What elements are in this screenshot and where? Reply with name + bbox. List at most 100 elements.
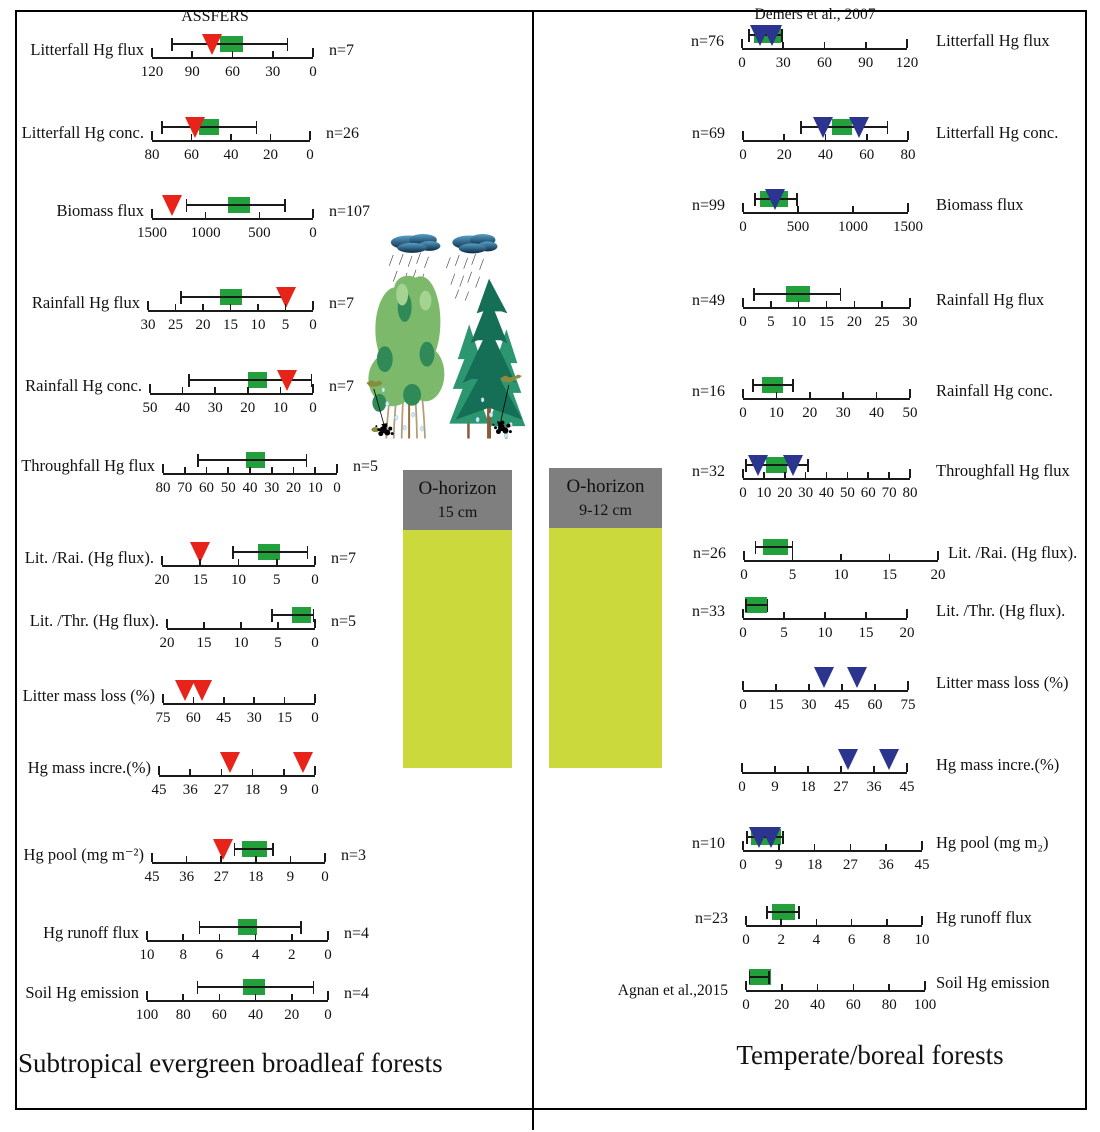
axis-tick bbox=[161, 556, 163, 565]
tick-label: 80 bbox=[900, 147, 916, 163]
axis-tick bbox=[743, 551, 745, 560]
tick-label: 0 bbox=[324, 947, 332, 963]
tick-label: 1000 bbox=[838, 219, 868, 235]
axis-tick bbox=[174, 304, 177, 310]
row-label: Throughfall Hg flux bbox=[936, 461, 1070, 480]
row-label: Litterfall Hg flux bbox=[30, 40, 144, 59]
tick-label: 10 bbox=[231, 572, 246, 588]
tick-label: 1500 bbox=[137, 225, 167, 241]
axis-tick bbox=[146, 991, 148, 1000]
n-label: n=7 bbox=[331, 550, 357, 567]
tick-label: 70 bbox=[177, 480, 193, 496]
tick-label: 10 bbox=[233, 635, 249, 651]
tick-label: 2 bbox=[288, 947, 296, 963]
o-horizon-label-left: O-horizon bbox=[418, 478, 497, 499]
axis-tick bbox=[808, 684, 810, 690]
axis-tick bbox=[327, 931, 329, 940]
tick-label: 40 bbox=[818, 147, 833, 163]
axis-tick bbox=[742, 681, 744, 690]
marker-triangle bbox=[813, 117, 834, 138]
axis-tick bbox=[815, 919, 818, 925]
tick-label: 15 bbox=[277, 710, 293, 726]
axis-tick bbox=[745, 981, 747, 990]
axis-line bbox=[163, 473, 337, 475]
axis-tick bbox=[742, 469, 744, 478]
tick-label: 100 bbox=[135, 1007, 159, 1023]
whisker-line bbox=[234, 848, 274, 850]
tick-label: 60 bbox=[817, 55, 832, 71]
row-label: Lit. /Rai. (Hg flux). bbox=[24, 548, 154, 567]
whisker-cap bbox=[284, 198, 286, 212]
tick-label: 20 bbox=[263, 147, 278, 163]
axis-line bbox=[744, 560, 938, 562]
axis-tick bbox=[824, 134, 827, 140]
axis-tick bbox=[741, 39, 743, 48]
marker-triangle bbox=[848, 117, 869, 138]
row-label: Rainfall Hg conc. bbox=[936, 381, 1053, 400]
whisker-line bbox=[755, 546, 793, 548]
axis-tick bbox=[253, 697, 255, 703]
row-label: Litterfall Hg conc. bbox=[936, 123, 1059, 142]
n-label: n=99 bbox=[691, 197, 725, 214]
row-label: Litter mass loss (%) bbox=[936, 673, 1069, 692]
axis-line bbox=[167, 628, 315, 630]
marker-triangle bbox=[747, 455, 768, 476]
tick-label: 100 bbox=[913, 997, 937, 1013]
axis-tick bbox=[183, 467, 186, 473]
whisker-cap bbox=[796, 192, 798, 206]
whisker-line bbox=[754, 293, 841, 295]
axis-tick bbox=[255, 856, 257, 862]
tick-label: 25 bbox=[168, 317, 183, 333]
tick-label: 0 bbox=[324, 1007, 332, 1023]
axis-tick bbox=[906, 763, 908, 772]
tick-label: 18 bbox=[807, 857, 823, 873]
tick-label: 27 bbox=[842, 857, 858, 873]
source-label: ASSFERS bbox=[181, 8, 249, 25]
axis-tick bbox=[190, 134, 193, 140]
axis-tick bbox=[312, 48, 314, 57]
axis-tick bbox=[151, 209, 153, 218]
tick-label: 30 bbox=[140, 317, 156, 333]
tick-label: 0 bbox=[738, 779, 746, 795]
tick-label: 120 bbox=[140, 64, 164, 80]
axis-tick bbox=[774, 766, 776, 772]
axis-tick bbox=[249, 467, 251, 473]
axis-tick bbox=[791, 554, 794, 560]
axis-tick bbox=[742, 389, 744, 398]
axis-tick bbox=[336, 464, 338, 473]
whisker-cap bbox=[197, 453, 199, 467]
marker-triangle bbox=[814, 667, 835, 688]
whisker-line bbox=[197, 986, 314, 988]
axis-tick bbox=[874, 684, 876, 690]
row-label: Litter mass loss (%) bbox=[22, 686, 155, 705]
o-horizon-label-right: O-horizon bbox=[566, 476, 645, 497]
tick-label: 0 bbox=[738, 55, 746, 71]
tick-label: 10 bbox=[817, 625, 833, 641]
tick-label: 0 bbox=[742, 932, 750, 948]
axis-tick bbox=[314, 556, 316, 565]
axis-tick bbox=[151, 853, 153, 862]
axis-line bbox=[159, 775, 315, 777]
tick-label: 0 bbox=[739, 857, 747, 873]
tick-label: 75 bbox=[155, 710, 171, 726]
marker-triangle bbox=[202, 34, 223, 55]
axis-line bbox=[746, 990, 925, 992]
whisker-cap bbox=[310, 373, 313, 387]
axis-tick bbox=[907, 681, 909, 690]
tick-label: 20 bbox=[154, 572, 170, 588]
tick-label: 0 bbox=[333, 480, 341, 496]
axis-tick bbox=[291, 994, 293, 1000]
axis-tick bbox=[166, 619, 168, 628]
tick-label: 0 bbox=[311, 572, 319, 588]
axis-tick bbox=[149, 384, 151, 393]
row-label: Lit. /Thr. (Hg flux). bbox=[29, 611, 159, 630]
axis-tick bbox=[888, 554, 891, 560]
whisker-line bbox=[197, 459, 307, 461]
tick-label: 45 bbox=[914, 857, 930, 873]
tick-label: 36 bbox=[179, 869, 195, 885]
axis-tick bbox=[229, 304, 232, 310]
axis-tick bbox=[864, 42, 867, 48]
marker-triangle bbox=[276, 370, 297, 391]
tick-label: 18 bbox=[800, 779, 816, 795]
axis-tick bbox=[185, 856, 188, 862]
